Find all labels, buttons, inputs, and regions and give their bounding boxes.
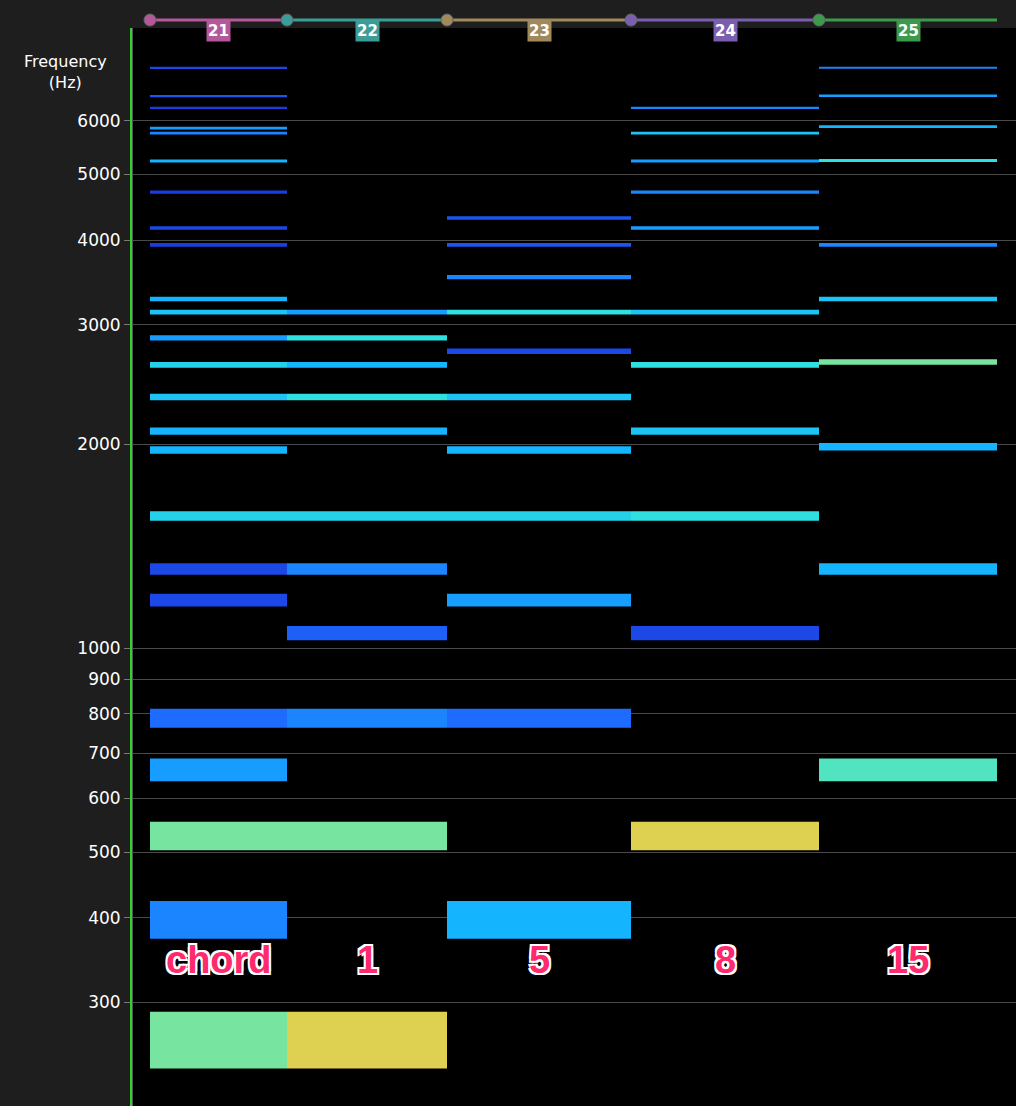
svg-text:1000: 1000 <box>77 638 120 658</box>
svg-text:15: 15 <box>887 939 929 981</box>
svg-text:8: 8 <box>715 939 736 981</box>
svg-text:5000: 5000 <box>77 164 120 184</box>
svg-text:2000: 2000 <box>77 434 120 454</box>
svg-text:300: 300 <box>88 992 120 1012</box>
svg-text:21: 21 <box>208 22 229 40</box>
svg-text:24: 24 <box>715 22 736 40</box>
svg-text:23: 23 <box>529 22 550 40</box>
svg-text:800: 800 <box>88 704 120 724</box>
svg-text:6000: 6000 <box>77 111 120 131</box>
svg-text:3000: 3000 <box>77 315 120 335</box>
svg-text:22: 22 <box>357 22 378 40</box>
svg-text:Frequency(Hz): Frequency(Hz) <box>24 52 107 92</box>
svg-text:5: 5 <box>529 939 550 981</box>
svg-text:chord: chord <box>166 939 272 981</box>
svg-text:500: 500 <box>88 842 120 862</box>
svg-text:4000: 4000 <box>77 230 120 250</box>
svg-text:400: 400 <box>88 908 120 928</box>
svg-text:900: 900 <box>88 669 120 689</box>
svg-text:600: 600 <box>88 788 120 808</box>
svg-text:700: 700 <box>88 743 120 763</box>
svg-text:25: 25 <box>898 22 919 40</box>
svg-text:1: 1 <box>357 939 378 981</box>
